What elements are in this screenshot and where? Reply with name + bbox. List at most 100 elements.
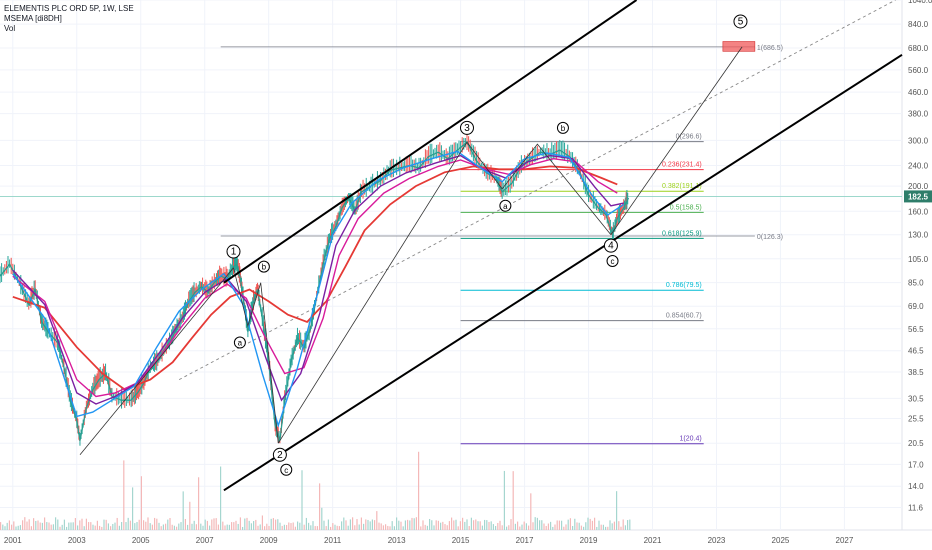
wave-label-circle <box>257 260 270 273</box>
volume-bar <box>356 519 358 530</box>
y-tick-label: 840.0 <box>908 20 929 29</box>
volume-bar <box>94 525 96 530</box>
volume-bar <box>532 522 534 530</box>
volume-bar <box>431 520 433 530</box>
wave-label-circle <box>272 447 287 462</box>
y-tick-label: 300.0 <box>908 136 929 145</box>
volume-bar <box>85 518 87 530</box>
volume-bar <box>213 518 215 530</box>
volume-bar <box>127 517 129 530</box>
volume-bar <box>433 525 435 530</box>
y-tick-label: 1040.0 <box>908 0 932 5</box>
volume-bar <box>314 526 316 530</box>
volume-bar <box>475 519 477 530</box>
volume-bar <box>367 519 369 530</box>
volume-bar <box>160 526 162 530</box>
volume-bar <box>228 524 230 530</box>
volume-bar <box>242 526 244 530</box>
volume-bar <box>470 517 472 530</box>
y-tick-label: 160.0 <box>908 207 929 216</box>
volume-bar <box>305 517 307 530</box>
volume-bar <box>301 470 303 530</box>
volume-bar <box>565 524 567 530</box>
volume-bar <box>396 517 398 530</box>
volume-bar <box>437 520 439 530</box>
volume-bar <box>580 525 582 530</box>
wave-label-circle <box>556 121 569 134</box>
volume-bar <box>154 517 156 530</box>
volume-bar <box>336 525 338 530</box>
volume-bar <box>517 521 519 530</box>
volume-bar <box>543 523 545 530</box>
volume-bar <box>321 507 323 530</box>
x-tick-label: 2005 <box>132 536 150 545</box>
volume-bar <box>66 526 68 530</box>
volume-bar <box>44 517 46 530</box>
volume-bar <box>233 522 235 530</box>
volume-label[interactable]: Vol <box>4 24 16 33</box>
volume-bar <box>499 520 501 530</box>
volume-bar <box>189 501 191 530</box>
volume-bar <box>187 524 189 530</box>
volume-bar <box>57 519 59 530</box>
volume-bar <box>492 524 494 530</box>
volume-bar <box>24 517 26 530</box>
y-tick-label: 69.0 <box>908 302 924 311</box>
volume-bar <box>409 520 411 530</box>
volume-bar <box>391 521 393 530</box>
y-tick-label: 11.6 <box>908 503 924 512</box>
volume-bar <box>609 520 611 530</box>
x-tick-label: 2025 <box>772 536 790 545</box>
volume-bar <box>116 517 118 530</box>
volume-bar <box>28 519 30 530</box>
volume-bar <box>37 520 39 530</box>
volume-bar <box>55 517 57 530</box>
volume-bar <box>552 526 554 530</box>
volume-bar <box>413 518 415 530</box>
target-zone-box <box>722 41 756 52</box>
volume-bar <box>46 522 48 530</box>
volume-bar <box>424 524 426 530</box>
x-tick-label: 2011 <box>324 536 342 545</box>
volume-bar <box>523 521 525 530</box>
volume-bar <box>288 522 290 530</box>
volume-bar <box>158 522 160 530</box>
volume-bar <box>22 520 24 530</box>
fib-level-label: 0.382(191.1) <box>662 183 702 190</box>
volume-bar <box>556 520 558 530</box>
volume-bar <box>435 520 437 530</box>
volume-bar <box>77 525 79 530</box>
volume-bar <box>294 526 296 530</box>
elliott-wave-line <box>233 267 279 444</box>
volume-bar <box>316 526 318 530</box>
volume-bar <box>99 525 101 530</box>
volume-bar <box>312 521 314 530</box>
volume-bar <box>585 522 587 530</box>
volume-bar <box>578 522 580 530</box>
y-tick-label: 14.0 <box>908 482 924 491</box>
trend-channel-lower <box>223 53 903 492</box>
volume-bar <box>6 522 8 530</box>
volume-bar <box>107 523 109 530</box>
y-tick-label: 130.0 <box>908 231 929 240</box>
volume-bar <box>411 517 413 530</box>
volume-bar <box>506 526 508 530</box>
y-tick-label: 17.0 <box>908 460 924 469</box>
volume-bar <box>167 519 169 530</box>
symbol-title[interactable]: ELEMENTIS PLC ORD 5P, 1W, LSE <box>4 4 134 13</box>
wave-label-circle <box>233 336 246 349</box>
volume-bar <box>222 521 224 530</box>
volume-bar <box>521 524 523 530</box>
volume-bar <box>341 521 343 530</box>
indicator-label[interactable]: MSEMA [di8DH] <box>4 14 62 23</box>
volume-bar <box>512 471 514 530</box>
volume-bar <box>215 518 217 530</box>
volume-bar <box>303 524 305 530</box>
volume-bar <box>563 526 565 530</box>
y-tick-label: 20.5 <box>908 439 924 448</box>
x-tick-label: 2021 <box>644 536 662 545</box>
wave-label: 2 <box>277 450 283 461</box>
volume-bar <box>136 521 138 530</box>
volume-bar <box>468 526 470 530</box>
